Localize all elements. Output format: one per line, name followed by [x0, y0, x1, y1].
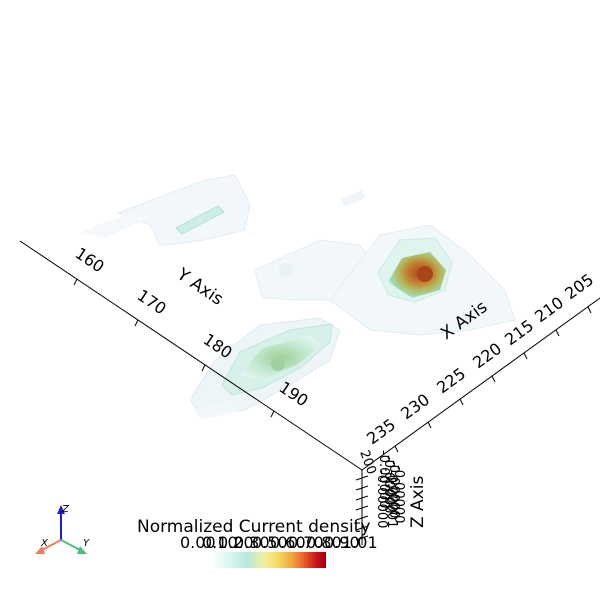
orient-x-arrowhead — [35, 546, 45, 554]
x-tick-mark — [587, 306, 592, 314]
colorbar-tick-label: 0.30 — [234, 533, 270, 552]
x-tick-mark — [394, 445, 399, 453]
z-tick-label: -0.00001 — [384, 470, 399, 528]
colorbar-tick-label: 0.80 — [306, 533, 342, 552]
colorbar-tick-label: 0.20 — [218, 533, 254, 552]
orient-z-label: Z — [61, 504, 70, 515]
x-tick-label: 210 — [531, 293, 567, 326]
x-axis-line — [361, 297, 600, 471]
x-tick-label: 225 — [433, 364, 469, 397]
y-axis-title: Y Axis — [172, 264, 226, 310]
isosurface-small-shard — [340, 190, 365, 206]
z-tick-label: -0.00000 — [386, 460, 401, 518]
x-tick-mark — [491, 375, 496, 383]
orientation-widget[interactable]: Z X Y — [35, 504, 90, 554]
orient-y-label: Y — [83, 538, 90, 549]
z-tick-label: -0.00000 — [374, 470, 389, 528]
current-secondary-marker — [271, 357, 285, 371]
current-peak-marker — [417, 266, 433, 282]
z-tick-mark — [355, 515, 369, 521]
x-tick-label: 230 — [397, 390, 433, 423]
colorbar-tick-label: 0.70 — [288, 533, 324, 552]
colorbar-tick-label: 0.90 — [324, 533, 360, 552]
orient-x-arrow — [39, 539, 62, 552]
z-tick-mark — [355, 475, 369, 481]
y-tick-mark — [73, 278, 78, 286]
x-tick-label: 205 — [561, 270, 597, 303]
isosurface-teal-bar — [175, 205, 225, 235]
colorbar-tick-label: 1.01 — [342, 533, 378, 552]
orient-x-label: X — [40, 538, 49, 549]
colorbar-tick-label: 0.00 — [180, 533, 216, 552]
y-tick-mark — [134, 319, 139, 327]
isosurface-volume — [80, 174, 516, 420]
z-tick-mark — [355, 505, 369, 511]
colorbar-tick-label: 0.60 — [270, 533, 306, 552]
x-tick-label: 220 — [469, 339, 505, 372]
x-tick-mark — [555, 329, 560, 337]
z-axis-ticks — [355, 475, 369, 541]
colorbar-title: Normalized Current density — [137, 517, 370, 537]
z-axis-title: Z Axis — [408, 476, 428, 528]
x-tick-mark — [459, 398, 464, 406]
x-tick-label: 235 — [363, 415, 399, 448]
x-tick-mark — [523, 352, 528, 360]
y-tick-mark — [270, 410, 275, 418]
colorbar-tick-label: 0.50 — [252, 533, 288, 552]
y-axis-ticks — [73, 278, 275, 418]
orient-z-arrowhead — [57, 505, 65, 514]
y-tick-label: 160 — [72, 244, 108, 277]
z-tick-mark — [355, 485, 369, 491]
colorbar-gradient — [214, 552, 326, 568]
orient-y-arrow — [60, 539, 83, 552]
x-tick-mark — [427, 421, 432, 429]
y-tick-mark — [201, 364, 206, 372]
z-tick-mark — [355, 495, 369, 501]
colorbar-tick-labels: 0.00 0.10 0.20 0.30 0.50 0.60 0.70 0.80 … — [180, 533, 378, 552]
z-tick-label: -0.00000 — [381, 455, 396, 513]
isosurface-hotspot-core — [388, 252, 446, 298]
color-legend: Normalized Current density 0.00 0.10 0.2… — [137, 517, 378, 568]
y-tick-label: 170 — [134, 286, 170, 319]
isosurface-faint-plume — [116, 174, 251, 247]
z-tick-label: -0.00000 — [376, 450, 391, 508]
colorbar-tick-label: 0.10 — [202, 533, 238, 552]
orient-y-arrowhead — [77, 546, 87, 554]
z-tick-mark — [355, 525, 369, 531]
isosurface-dimple — [279, 263, 293, 277]
z-tick-label: -0.00000 — [391, 465, 406, 523]
isosurface-lower-wisp — [196, 400, 236, 420]
isosurface-faint-streak — [80, 213, 150, 238]
z-tick-mark — [355, 535, 369, 541]
x-axis-ticks — [394, 306, 592, 453]
